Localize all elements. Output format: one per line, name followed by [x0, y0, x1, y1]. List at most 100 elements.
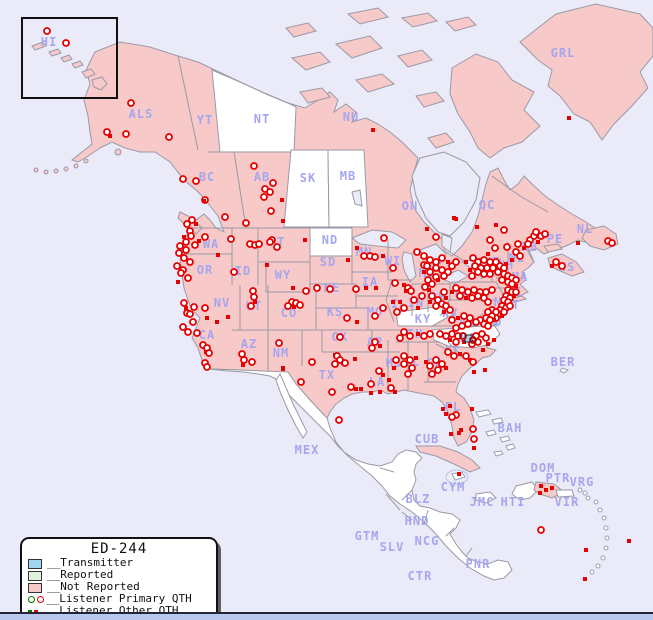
listener-primary-qth-marker [389, 264, 397, 272]
bahamas-island [499, 435, 511, 443]
legend-label: __Listener Primary QTH [46, 592, 192, 605]
region-label-hti: HTI [501, 495, 526, 509]
listener-primary-qth-marker [459, 332, 467, 340]
region-label-wi: WI [385, 254, 401, 268]
listener-primary-qth-marker [242, 219, 250, 227]
puerto-rico [555, 489, 575, 498]
listener-primary-qth-marker [203, 363, 211, 371]
listener-other-qth-marker [492, 318, 496, 322]
lake-winnipeg [351, 189, 363, 207]
listener-other-qth-marker [450, 290, 454, 294]
listener-primary-qth-marker [464, 288, 472, 296]
region-label-ks: KS [327, 305, 343, 319]
virgin-island [577, 487, 583, 493]
hawaii-island [31, 41, 47, 51]
listener-other-qth-marker [459, 428, 463, 432]
listener-primary-qth-marker [450, 352, 458, 360]
listener-other-qth-marker [226, 315, 230, 319]
region-baja [275, 372, 308, 439]
bahamas-island [491, 417, 504, 425]
listener-primary-qth-marker [371, 338, 379, 346]
listener-primary-qth-marker [184, 328, 192, 336]
listener-primary-qth-marker [392, 356, 400, 364]
listener-primary-qth-marker [400, 360, 408, 368]
listener-primary-qth-marker [432, 302, 440, 310]
listener-primary-qth-marker [537, 526, 545, 534]
listener-primary-qth-marker [434, 366, 442, 374]
antilles-island [593, 499, 599, 505]
listener-primary-qth-marker [260, 193, 268, 201]
listener-primary-qth-marker [179, 175, 187, 183]
listener-primary-qth-marker [267, 207, 275, 215]
listener-primary-qth-marker [371, 312, 379, 320]
listener-other-qth-marker [371, 128, 375, 132]
listener-primary-qth-marker [331, 360, 339, 368]
region-label-wy: WY [275, 268, 291, 282]
region-label-or: OR [197, 263, 213, 277]
bahamas-island [475, 409, 492, 418]
listener-other-qth-marker [292, 305, 296, 309]
listener-other-qth-marker [441, 407, 445, 411]
listener-primary-qth-marker [127, 99, 135, 107]
region-label-gtm: GTM [355, 529, 380, 543]
listener-other-qth-marker [483, 368, 487, 372]
listener-primary-qth-marker [541, 230, 549, 238]
listener-primary-qth-marker [420, 252, 428, 260]
hawaii-inset-box [21, 17, 118, 99]
legend-row-not-reported: __Not Reported [28, 580, 210, 593]
listener-primary-qth-marker [406, 332, 414, 340]
listener-primary-qth-marker [608, 239, 616, 247]
listener-primary-qth-marker [266, 188, 274, 196]
legend-row-primary-qth: __Listener Primary QTH [28, 592, 210, 605]
listener-primary-qth-marker [186, 258, 194, 266]
listener-primary-qth-marker [428, 280, 436, 288]
aleutian-island [63, 166, 69, 172]
listener-primary-qth-marker [452, 324, 460, 332]
listener-primary-qth-marker [480, 256, 488, 264]
listener-other-qth-marker [364, 286, 368, 290]
listener-primary-qth-marker [296, 301, 304, 309]
region-label-ncg: NCG [415, 534, 440, 548]
listener-other-qth-marker [510, 258, 514, 262]
listener-other-qth-marker [627, 539, 631, 543]
antilles-island [585, 495, 591, 501]
listener-other-qth-marker [378, 390, 382, 394]
listener-primary-qth-marker [410, 296, 418, 304]
listener-other-qth-marker [544, 488, 548, 492]
listener-other-qth-marker [576, 241, 580, 245]
listener-other-qth-marker [458, 352, 462, 356]
region-label-nu: NU [343, 110, 359, 124]
listener-other-qth-marker [422, 270, 426, 274]
lake-superior [350, 229, 407, 249]
listener-other-qth-marker [176, 280, 180, 284]
aleutian-island [33, 167, 39, 173]
listener-primary-qth-marker [426, 268, 434, 276]
legend-label: __Transmitter [47, 556, 134, 569]
listener-primary-qth-marker [408, 364, 416, 372]
antilles-island [603, 525, 609, 531]
reported-swatch [28, 570, 42, 581]
listener-primary-qth-marker [426, 362, 434, 370]
listener-other-qth-marker [550, 486, 554, 490]
listener-primary-qth-marker [456, 292, 464, 300]
listener-other-qth-marker [425, 227, 429, 231]
listener-primary-qth-marker [464, 320, 472, 328]
listener-primary-qth-marker [516, 252, 524, 260]
listener-primary-qth-marker [432, 356, 440, 364]
listener-primary-qth-marker [486, 270, 494, 278]
region-mb [327, 149, 369, 228]
listener-primary-qth-marker [407, 287, 415, 295]
listener-other-qth-marker [475, 225, 479, 229]
region-label-hnd: HND [405, 514, 430, 528]
water-bodies [350, 151, 489, 285]
listener-primary-qth-marker [474, 292, 482, 300]
listener-primary-qth-marker [182, 238, 190, 246]
listener-primary-qth-marker [448, 330, 456, 338]
listener-other-qth-marker [468, 268, 472, 272]
listener-primary-qth-marker [532, 228, 540, 236]
listener-other-qth-marker [457, 431, 461, 435]
antilles-island [601, 515, 607, 521]
listener-primary-qth-marker [387, 384, 395, 392]
listener-primary-qth-marker [393, 308, 401, 316]
listener-primary-qth-marker [432, 233, 440, 241]
